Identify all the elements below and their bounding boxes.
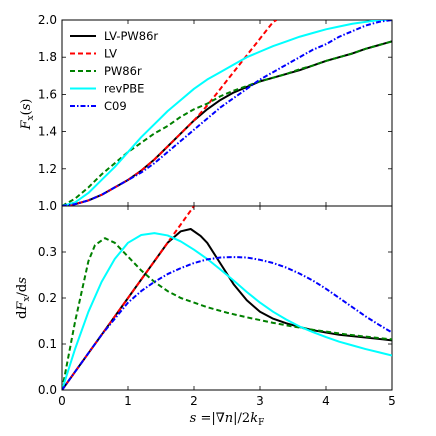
top-y-axis-label: Fx(s) bbox=[19, 99, 36, 131]
bottom-y-tick-label: 0.1 bbox=[38, 337, 57, 351]
legend: LV-PW86r LV PW86r revPBE C09 bbox=[70, 29, 158, 113]
bottom-y-tick-label: 0.0 bbox=[38, 383, 57, 397]
top-series-line-revpbe bbox=[62, 20, 392, 206]
bottom-panel-series bbox=[62, 206, 392, 390]
bottom-series-line-c09 bbox=[62, 256, 392, 390]
bottom-series-line-pw86r bbox=[62, 237, 392, 390]
top-series-line-pw86r bbox=[62, 40, 392, 206]
legend-label: LV bbox=[104, 47, 117, 61]
top-panel-series bbox=[62, 20, 392, 206]
top-series-line-lv bbox=[62, 20, 277, 206]
top-y-tick-label: 1.4 bbox=[38, 125, 57, 139]
x-tick-label: 4 bbox=[322, 394, 330, 408]
bottom-y-tick-label: 0.3 bbox=[38, 245, 57, 259]
x-tick-label: 3 bbox=[256, 394, 264, 408]
bottom-panel-frame bbox=[61, 205, 393, 391]
x-tick-label: 0 bbox=[58, 394, 66, 408]
top-y-tick-label: 1.2 bbox=[38, 162, 57, 176]
bottom-series-line-revpbe bbox=[62, 232, 392, 390]
top-y-tick-label: 1.0 bbox=[38, 199, 57, 213]
bottom-y-axis-label: dFx/ds bbox=[15, 277, 32, 319]
legend-label: C09 bbox=[104, 99, 127, 113]
top-y-tick-label: 1.6 bbox=[38, 87, 57, 101]
legend-label: PW86r bbox=[104, 64, 142, 78]
bottom-series-line-lv-pw86r bbox=[62, 228, 392, 390]
x-tick-label: 1 bbox=[124, 394, 132, 408]
top-y-tick-label: 2.0 bbox=[38, 13, 57, 27]
top-y-tick-label: 1.8 bbox=[38, 50, 57, 64]
x-axis-label: s =|∇n|/2kF bbox=[190, 411, 265, 428]
legend-label: LV-PW86r bbox=[104, 29, 158, 43]
axis-ticks: 1.0 1.2 1.4 1.6 1.8 2.0 0.0 0.1 0.2 0.3 0 1 2 3 4 5 bbox=[38, 13, 396, 408]
top-series-line-c09 bbox=[62, 20, 392, 206]
bottom-series-line-lv bbox=[62, 206, 196, 390]
x-tick-label: 5 bbox=[388, 394, 396, 408]
x-tick-label: 2 bbox=[190, 394, 198, 408]
legend-label: revPBE bbox=[104, 82, 144, 96]
bottom-y-tick-label: 0.2 bbox=[38, 291, 57, 305]
